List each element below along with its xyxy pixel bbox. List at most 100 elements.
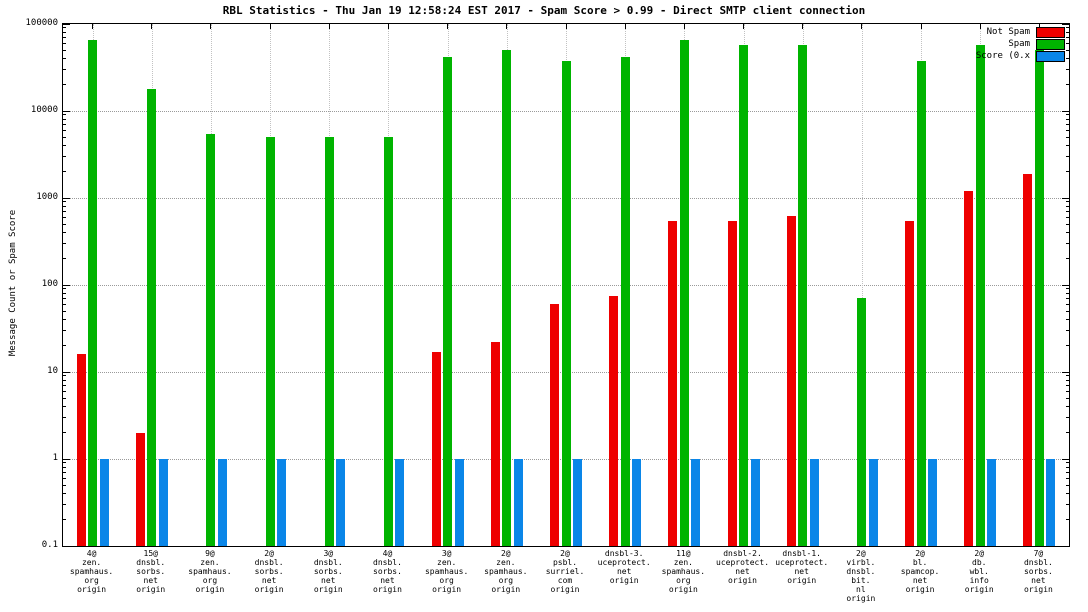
y-minor-tick (1066, 123, 1069, 125)
y-minor-tick (63, 292, 66, 294)
y-minor-tick (1066, 136, 1069, 138)
y-minor-tick (1066, 379, 1069, 381)
y-major-tick (63, 284, 70, 286)
x-axis-category: 2@ dnsbl. sorbs. net origin (254, 549, 284, 594)
y-minor-tick (63, 519, 66, 521)
legend: Not Spam Spam Score (0.x (976, 26, 1065, 63)
y-minor-tick (1066, 68, 1069, 70)
bar-score-0-x (395, 459, 405, 546)
y-minor-tick (1066, 503, 1069, 505)
y-minor-tick (1066, 36, 1069, 38)
y-minor-tick (63, 171, 66, 173)
x-tick (387, 24, 389, 29)
y-minor-tick (63, 310, 66, 312)
x-tick (624, 24, 626, 29)
bar-spam (561, 60, 571, 546)
y-minor-tick (1066, 484, 1069, 486)
y-minor-tick (1066, 329, 1069, 331)
x-axis-category: dnsbl-2. uceprotect. net origin (716, 549, 770, 585)
y-major-tick (63, 545, 70, 547)
bar-score-0-x (928, 459, 938, 546)
bar-spam (620, 56, 630, 546)
bar-spam (443, 56, 453, 546)
y-minor-tick (63, 232, 66, 234)
y-minor-tick (1066, 310, 1069, 312)
y-tick-label: 100000 (25, 18, 58, 28)
y-major-tick (63, 23, 70, 25)
y-minor-tick (63, 58, 66, 60)
y-minor-tick (63, 210, 66, 212)
legend-label: Spam (1008, 39, 1030, 49)
x-tick (210, 24, 212, 29)
bar-spam (975, 44, 985, 546)
y-major-tick (63, 371, 70, 373)
y-minor-tick (1066, 118, 1069, 120)
y-minor-tick (1066, 297, 1069, 299)
x-axis-category: dnsbl-3. uceprotect. net origin (597, 549, 651, 585)
bar-not-spam (76, 354, 86, 546)
y-minor-tick (63, 84, 66, 86)
y-minor-tick (63, 345, 66, 347)
x-axis-category: 2@ psbl. surriel. com origin (545, 549, 585, 594)
y-tick-label: 1 (52, 453, 58, 463)
bar-spam (1034, 50, 1044, 546)
y-minor-tick (1066, 232, 1069, 234)
x-tick (565, 24, 567, 29)
x-axis-category: 2@ zen. spamhaus. org origin (484, 549, 528, 594)
bar-score-0-x (99, 459, 109, 546)
y-tick-label: 10000 (30, 105, 58, 115)
x-axis-category: 3@ dnsbl. sorbs. net origin (313, 549, 343, 594)
y-minor-tick (63, 384, 66, 386)
y-minor-tick (1066, 406, 1069, 408)
y-minor-tick (1066, 49, 1069, 51)
x-axis-category: 11@ zen. spamhaus. org origin (661, 549, 706, 594)
y-major-tick (63, 110, 70, 112)
y-minor-tick (63, 503, 66, 505)
bar-spam (147, 88, 157, 546)
legend-item: Score (0.x (976, 51, 1065, 62)
bar-score-0-x (1046, 459, 1056, 546)
bar-not-spam (609, 295, 619, 546)
x-tick (506, 24, 508, 29)
bar-score-0-x (809, 459, 819, 546)
y-minor-tick (63, 42, 66, 44)
y-major-tick (1062, 371, 1069, 373)
bar-not-spam (964, 191, 974, 546)
y-minor-tick (63, 297, 66, 299)
y-minor-tick (1066, 288, 1069, 290)
y-minor-tick (63, 145, 66, 147)
y-minor-tick (63, 466, 66, 468)
y-minor-tick (1066, 471, 1069, 473)
y-minor-tick (63, 329, 66, 331)
y-minor-tick (63, 114, 66, 116)
chart-title: RBL Statistics - Thu Jan 19 12:58:24 EST… (222, 4, 866, 17)
y-major-tick (1062, 458, 1069, 460)
y-minor-tick (1066, 432, 1069, 434)
x-tick (802, 24, 804, 29)
y-minor-tick (1066, 390, 1069, 392)
y-minor-tick (63, 258, 66, 260)
bar-spam (739, 44, 749, 546)
bar-score-0-x (158, 459, 168, 546)
y-minor-tick (63, 27, 66, 29)
y-minor-tick (63, 68, 66, 70)
y-minor-tick (1066, 171, 1069, 173)
y-minor-tick (1066, 145, 1069, 147)
bar-score-0-x (277, 459, 287, 546)
y-minor-tick (1066, 477, 1069, 479)
y-major-tick (1062, 545, 1069, 547)
y-minor-tick (1066, 493, 1069, 495)
bar-not-spam (668, 220, 678, 546)
x-tick (92, 24, 94, 29)
y-minor-tick (1066, 129, 1069, 131)
y-minor-tick (63, 118, 66, 120)
x-axis-category: 7@ dnsbl. sorbs. net origin (1023, 549, 1053, 594)
x-tick (743, 24, 745, 29)
y-minor-tick (63, 288, 66, 290)
y-minor-tick (63, 432, 66, 434)
legend-swatch (1036, 27, 1065, 38)
y-minor-tick (1066, 84, 1069, 86)
y-minor-tick (63, 319, 66, 321)
bar-spam (679, 40, 689, 546)
bar-score-0-x (513, 459, 523, 546)
